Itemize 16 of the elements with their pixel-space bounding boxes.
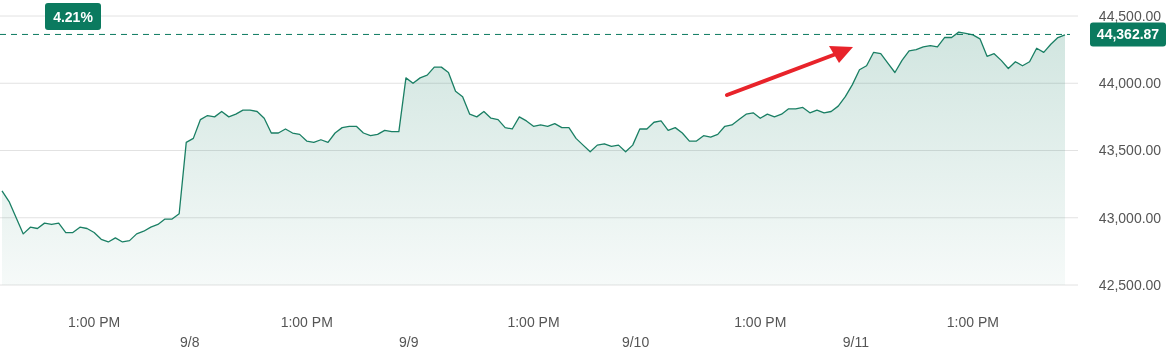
x-tick-label: 1:00 PM: [507, 314, 560, 330]
x-tick-label: 1:00 PM: [946, 314, 999, 330]
ref-line-label: 44,362.87: [1096, 26, 1160, 43]
y-tick-label: 44,000.00: [1098, 75, 1162, 92]
x-tick-label: 1:00 PM: [280, 314, 333, 330]
annotation: 4.21%: [53, 8, 94, 25]
x-tick-label: 1:00 PM: [734, 314, 787, 330]
y-tick-label: 44,500.00: [1098, 7, 1162, 24]
text: 9/10: [621, 334, 650, 350]
y-tick-label: 43,500.00: [1098, 142, 1162, 159]
text: 9/11: [842, 334, 870, 350]
x-tick-label: 1:00 PM: [68, 314, 121, 330]
text: 9/8: [180, 334, 200, 350]
text: 9/9: [399, 334, 419, 350]
y-tick-label: 42,500.00: [1098, 276, 1162, 293]
y-tick-label: 43,000.00: [1098, 209, 1162, 226]
